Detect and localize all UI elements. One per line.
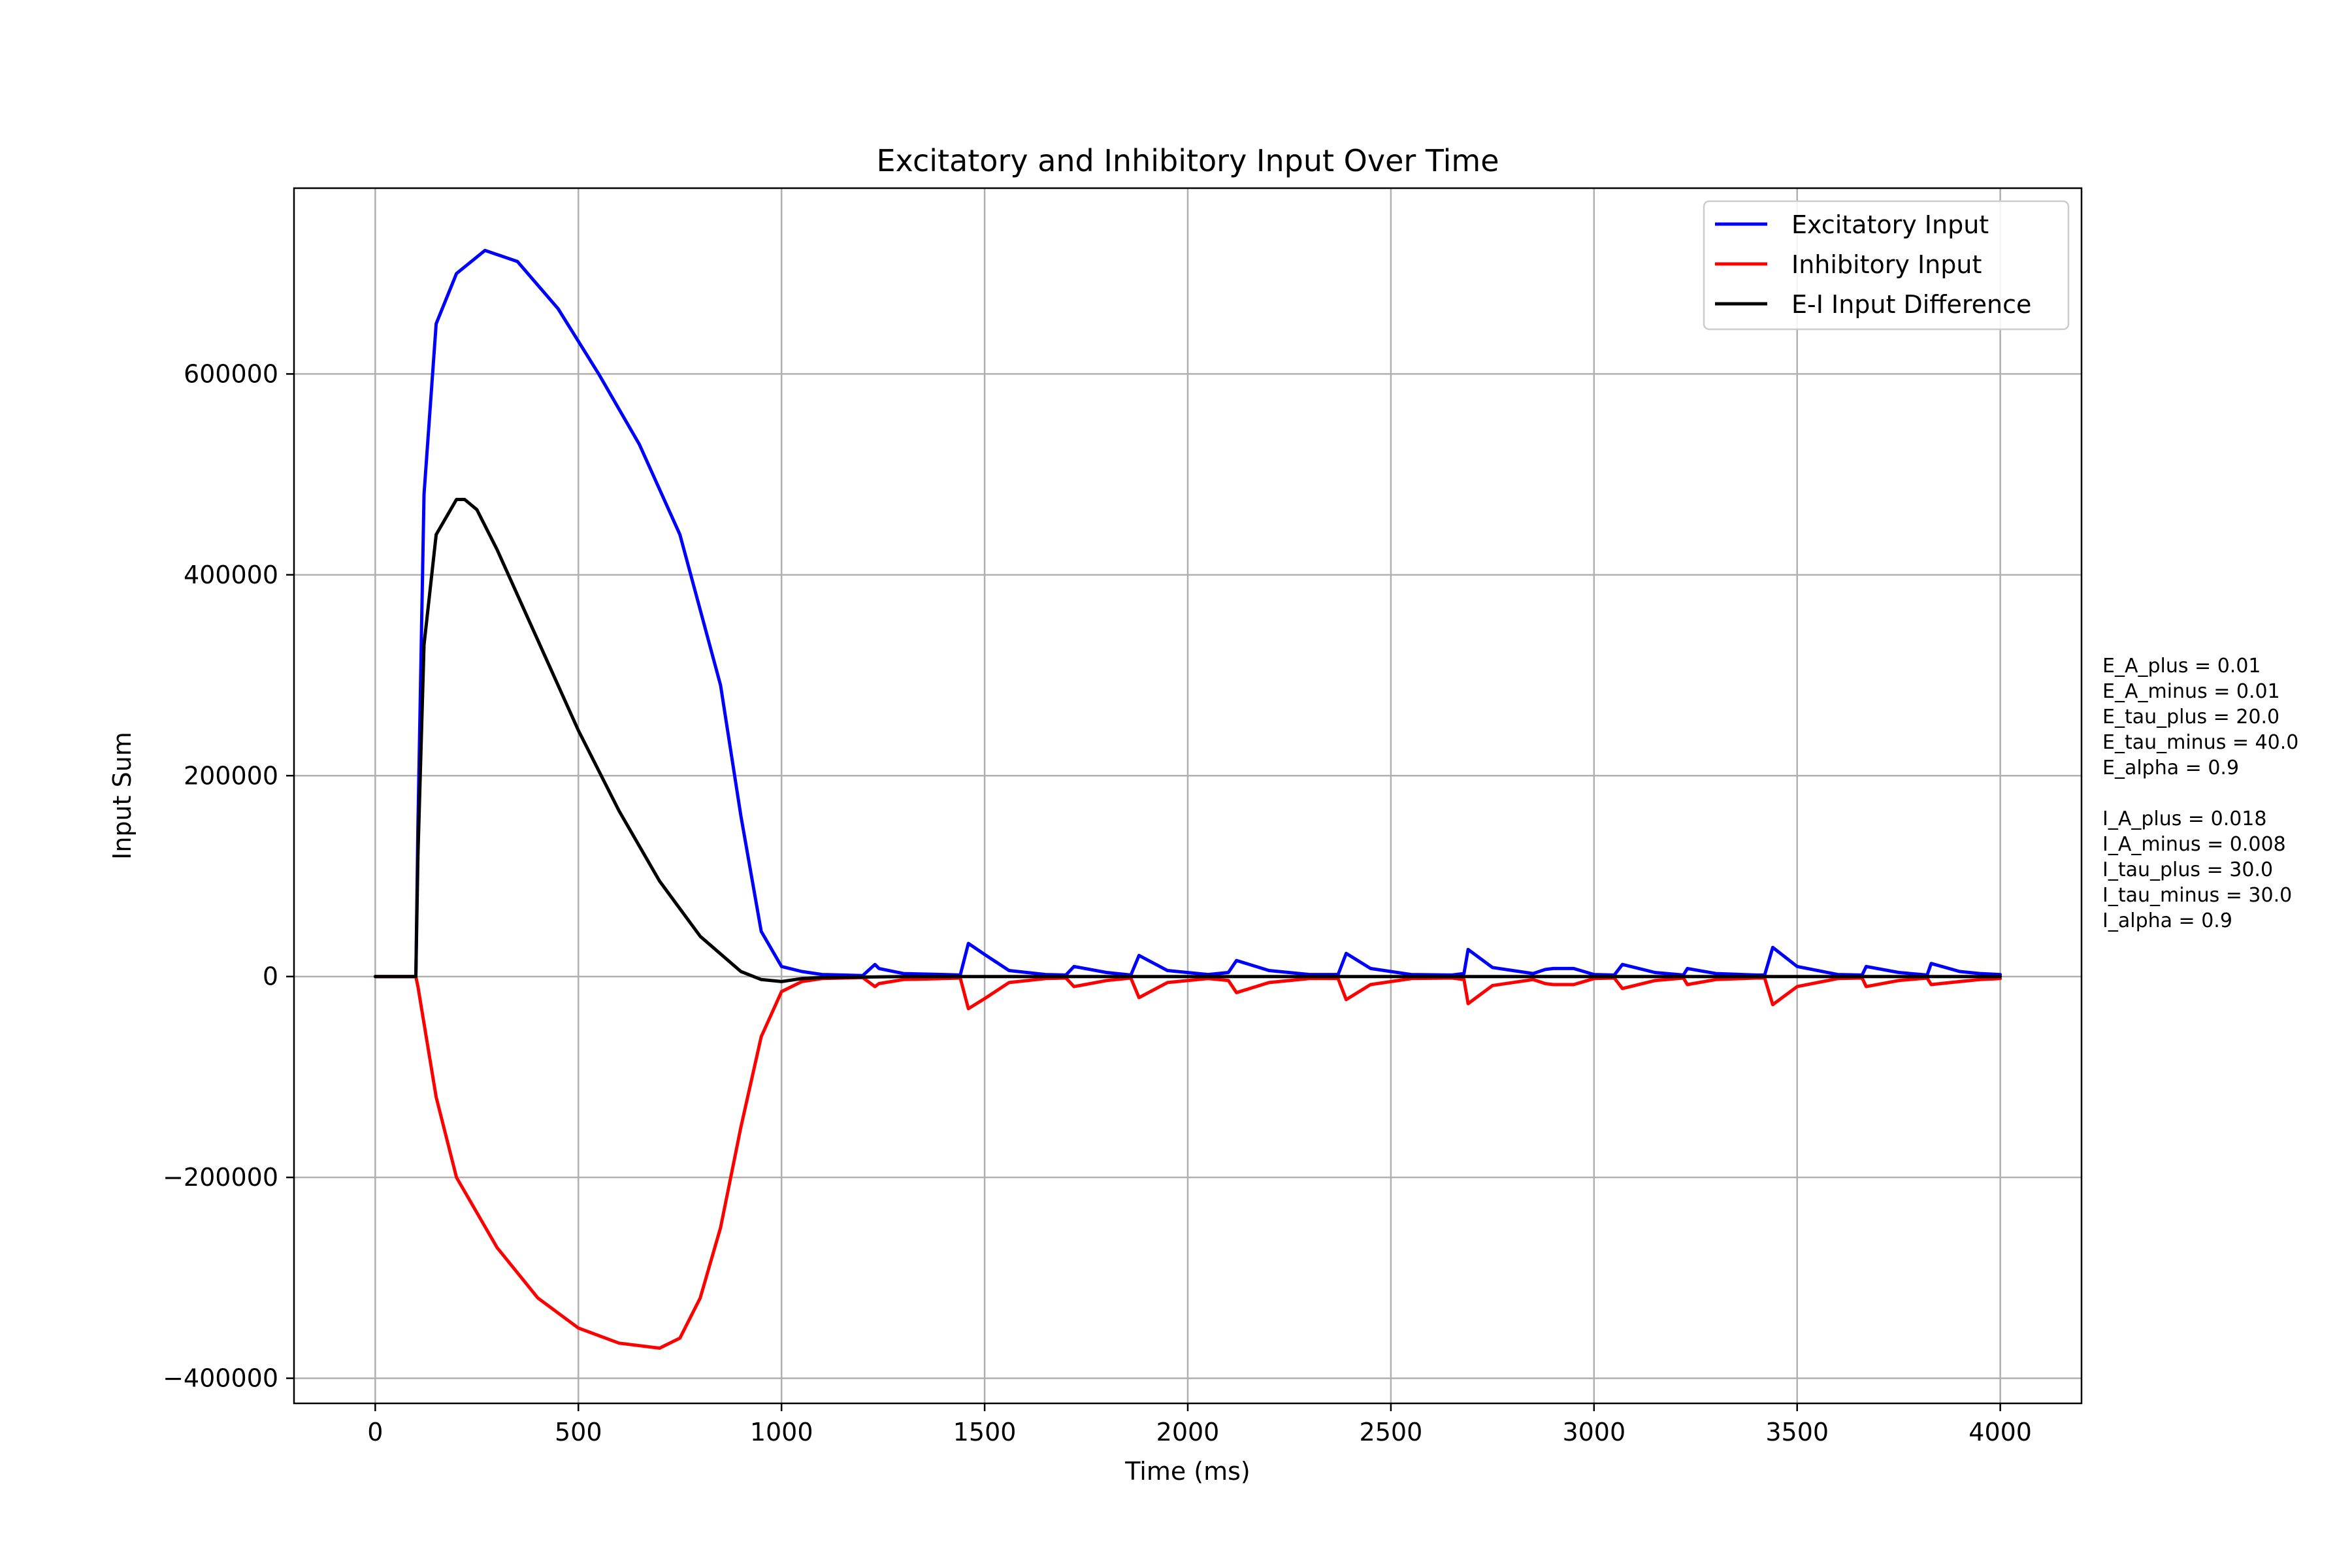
y-tick-label: 400000: [184, 561, 278, 589]
param-line: I_tau_plus = 30.0: [2102, 858, 2273, 881]
x-tick-label: 2000: [1156, 1418, 1220, 1446]
param-line: E_tau_plus = 20.0: [2102, 706, 2279, 728]
x-axis-label: Time (ms): [1124, 1457, 1250, 1486]
legend-label-inhibitory: Inhibitory Input: [1791, 250, 1982, 279]
y-axis-label: Input Sum: [108, 732, 137, 860]
y-tick-label: 600000: [184, 359, 278, 388]
param-line: I_A_plus = 0.018: [2102, 808, 2266, 830]
parameter-annotation: E_A_plus = 0.01 E_A_minus = 0.01 E_tau_p…: [2102, 655, 2298, 932]
legend: Excitatory Input Inhibitory Input E-I In…: [1703, 200, 2070, 331]
x-tick-label: 2500: [1360, 1418, 1423, 1446]
param-line: E_A_plus = 0.01: [2102, 655, 2261, 678]
legend-box: [1703, 200, 2070, 331]
legend-label-excitatory: Excitatory Input: [1791, 210, 1989, 239]
y-axis-ticks: −400000 −200000 0 200000 400000 600000: [163, 359, 294, 1393]
param-line: I_A_minus = 0.008: [2102, 833, 2286, 856]
series-layer: [373, 248, 2002, 1350]
y-tick-label: −400000: [163, 1364, 278, 1393]
grid: [294, 188, 2082, 1403]
y-tick-label: 0: [263, 962, 278, 991]
param-line: I_tau_minus = 30.0: [2102, 884, 2292, 907]
y-tick-label: 200000: [184, 761, 278, 790]
y-tick-label: −200000: [163, 1163, 278, 1192]
param-line: I_alpha = 0.9: [2102, 909, 2232, 932]
chart-title: Excitatory and Inhibitory Input Over Tim…: [876, 143, 1499, 178]
ei-difference-line: [373, 498, 2002, 983]
x-axis-ticks: 0 500 1000 1500 2000 2500 3000 3500 4000: [367, 1403, 2032, 1446]
x-tick-label: 1500: [953, 1418, 1017, 1446]
x-tick-label: 500: [555, 1418, 602, 1446]
x-tick-label: 0: [367, 1418, 383, 1446]
legend-label-difference: E-I Input Difference: [1791, 290, 2031, 319]
param-line: E_A_minus = 0.01: [2102, 680, 2280, 703]
x-tick-label: 4000: [1968, 1418, 2032, 1446]
x-tick-label: 3000: [1562, 1418, 1625, 1446]
param-line: E_tau_minus = 40.0: [2102, 731, 2298, 754]
x-tick-label: 1000: [750, 1418, 813, 1446]
plot-area: [373, 248, 2002, 1350]
param-line: E_alpha = 0.9: [2102, 757, 2239, 779]
x-tick-label: 3500: [1765, 1418, 1829, 1446]
